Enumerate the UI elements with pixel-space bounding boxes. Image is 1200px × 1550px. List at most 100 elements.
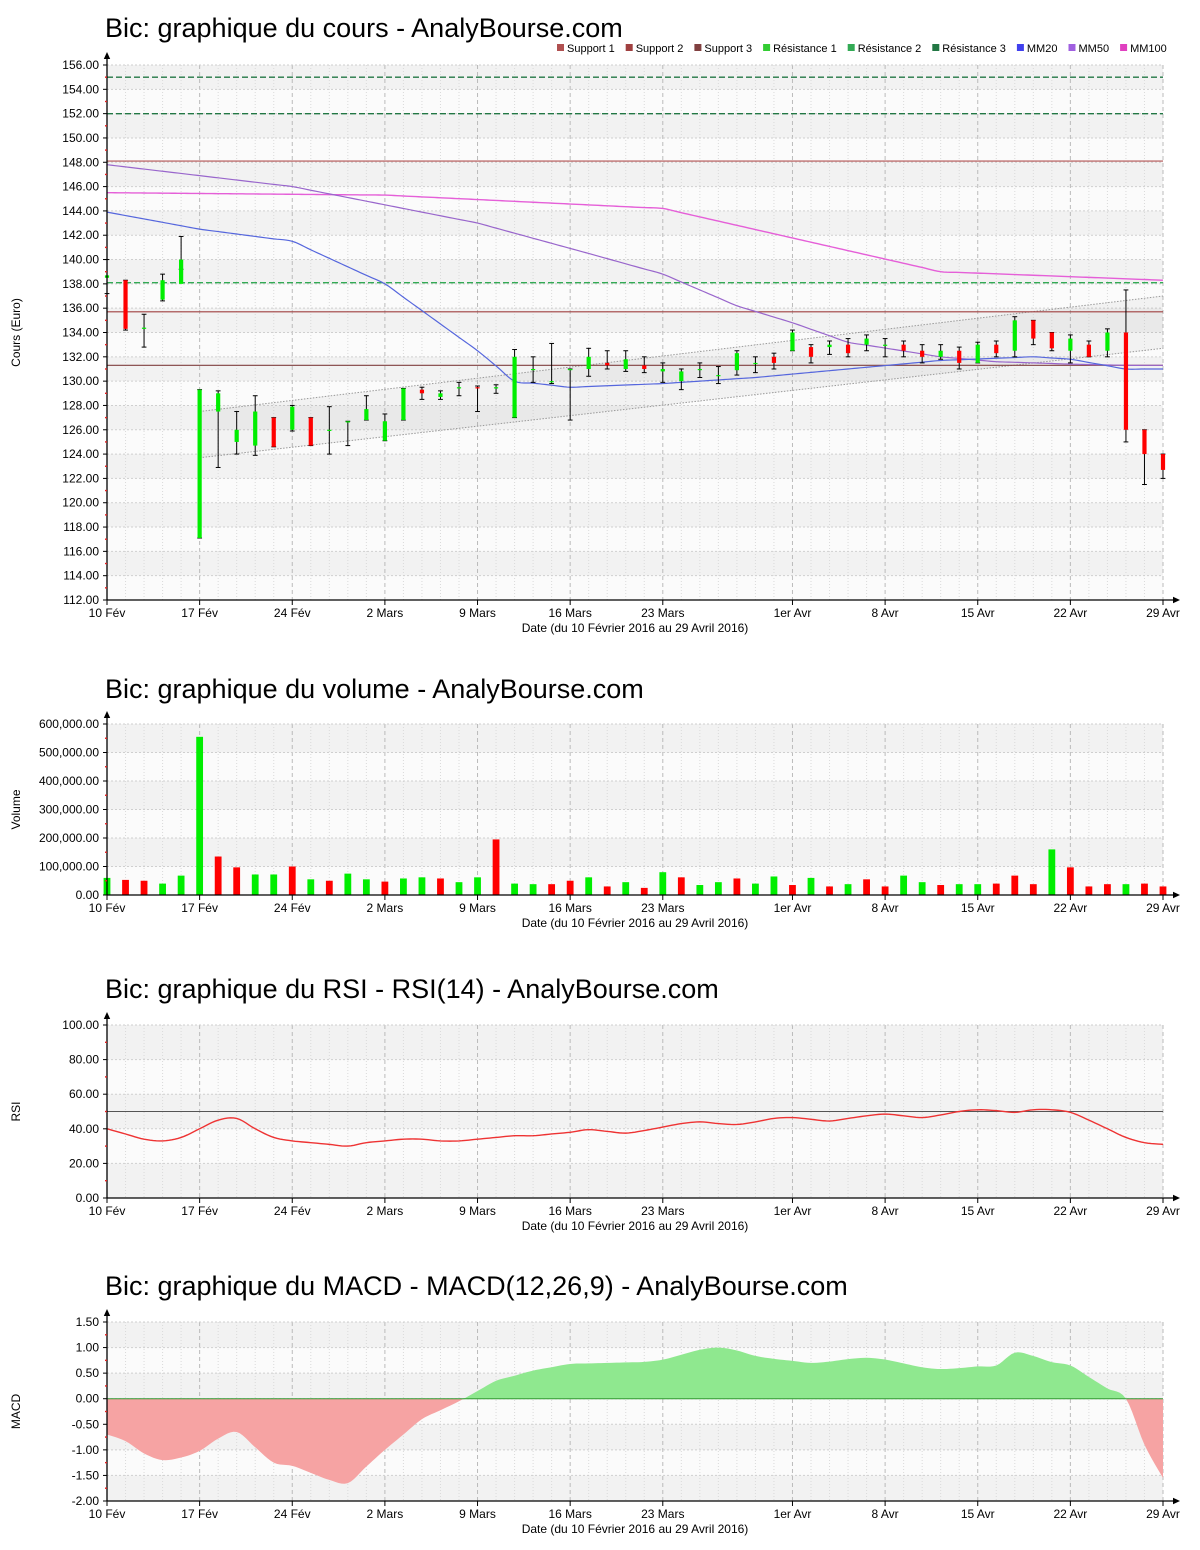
svg-text:10 Fév: 10 Fév	[89, 606, 126, 620]
svg-text:20.00: 20.00	[69, 1156, 99, 1170]
svg-text:Résistance 2: Résistance 2	[858, 43, 922, 55]
svg-text:24 Fév: 24 Fév	[274, 1204, 311, 1218]
svg-text:1er Avr: 1er Avr	[774, 1507, 812, 1521]
svg-text:100.00: 100.00	[62, 1018, 99, 1032]
svg-text:9 Mars: 9 Mars	[459, 901, 496, 915]
svg-text:9 Mars: 9 Mars	[459, 1204, 496, 1218]
svg-text:122.00: 122.00	[62, 471, 99, 485]
svg-text:142.00: 142.00	[62, 228, 99, 242]
svg-text:MM50: MM50	[1079, 43, 1110, 55]
svg-text:Support 2: Support 2	[636, 43, 684, 55]
svg-text:23 Mars: 23 Mars	[641, 1204, 684, 1218]
svg-text:154.00: 154.00	[62, 82, 99, 96]
svg-text:24 Fév: 24 Fév	[274, 606, 311, 620]
svg-text:Support 3: Support 3	[704, 43, 752, 55]
svg-text:200,000.00: 200,000.00	[39, 831, 99, 845]
svg-text:17 Fév: 17 Fév	[181, 1204, 218, 1218]
svg-text:2 Mars: 2 Mars	[367, 1204, 404, 1218]
svg-text:100,000.00: 100,000.00	[39, 860, 99, 874]
svg-text:136.00: 136.00	[62, 301, 99, 315]
svg-text:22 Avr: 22 Avr	[1053, 901, 1087, 915]
svg-text:-1.00: -1.00	[72, 1443, 100, 1457]
svg-text:24 Fév: 24 Fév	[274, 901, 311, 915]
svg-text:-0.50: -0.50	[72, 1417, 100, 1431]
svg-text:10 Fév: 10 Fév	[89, 1204, 126, 1218]
svg-text:128.00: 128.00	[62, 398, 99, 412]
svg-text:146.00: 146.00	[62, 180, 99, 194]
svg-text:22 Avr: 22 Avr	[1053, 1204, 1087, 1218]
svg-text:-2.00: -2.00	[72, 1494, 100, 1508]
svg-text:Bic: graphique du RSI - RSI(14: Bic: graphique du RSI - RSI(14) - AnalyB…	[105, 974, 719, 1004]
svg-text:114.00: 114.00	[63, 569, 99, 583]
svg-text:17 Fév: 17 Fév	[181, 901, 218, 915]
svg-text:-1.50: -1.50	[72, 1468, 100, 1482]
svg-text:23 Mars: 23 Mars	[641, 1507, 684, 1521]
svg-text:29 Avr: 29 Avr	[1146, 1507, 1180, 1521]
svg-text:RSI: RSI	[9, 1101, 23, 1121]
svg-text:80.00: 80.00	[69, 1053, 99, 1067]
svg-text:Résistance 1: Résistance 1	[773, 43, 837, 55]
svg-text:118.00: 118.00	[63, 520, 99, 534]
svg-text:10 Fév: 10 Fév	[89, 901, 126, 915]
svg-text:23 Mars: 23 Mars	[641, 606, 684, 620]
svg-text:MACD: MACD	[9, 1394, 23, 1430]
svg-text:22 Avr: 22 Avr	[1053, 1507, 1087, 1521]
svg-text:9 Mars: 9 Mars	[459, 1507, 496, 1521]
svg-text:1er Avr: 1er Avr	[774, 901, 812, 915]
svg-text:Date (du 10 Février 2016 au 29: Date (du 10 Février 2016 au 29 Avril 201…	[522, 621, 749, 635]
svg-text:Cours (Euro): Cours (Euro)	[9, 298, 23, 367]
svg-text:138.00: 138.00	[62, 277, 99, 291]
svg-text:Bic: graphique du volume - Ana: Bic: graphique du volume - AnalyBourse.c…	[105, 674, 644, 704]
svg-text:148.00: 148.00	[62, 155, 99, 169]
svg-text:1.00: 1.00	[76, 1341, 100, 1355]
svg-text:16 Mars: 16 Mars	[548, 1507, 591, 1521]
svg-text:152.00: 152.00	[62, 107, 99, 121]
svg-text:17 Fév: 17 Fév	[181, 1507, 218, 1521]
svg-text:500,000.00: 500,000.00	[39, 746, 99, 760]
svg-text:29 Avr: 29 Avr	[1146, 901, 1180, 915]
svg-text:1.50: 1.50	[76, 1315, 100, 1329]
svg-text:60.00: 60.00	[69, 1087, 99, 1101]
svg-text:8 Avr: 8 Avr	[872, 901, 899, 915]
svg-text:MM100: MM100	[1130, 43, 1167, 55]
svg-text:10 Fév: 10 Fév	[89, 1507, 126, 1521]
svg-text:23 Mars: 23 Mars	[641, 901, 684, 915]
svg-text:124.00: 124.00	[62, 447, 99, 461]
svg-text:15 Avr: 15 Avr	[961, 901, 995, 915]
svg-text:Date (du 10 Février 2016 au 29: Date (du 10 Février 2016 au 29 Avril 201…	[522, 1522, 749, 1536]
svg-text:156.00: 156.00	[62, 58, 99, 72]
svg-text:0.50: 0.50	[76, 1366, 100, 1380]
svg-text:112.00: 112.00	[63, 593, 99, 607]
svg-text:15 Avr: 15 Avr	[961, 606, 995, 620]
svg-text:2 Mars: 2 Mars	[367, 901, 404, 915]
svg-text:16 Mars: 16 Mars	[548, 606, 591, 620]
svg-text:40.00: 40.00	[69, 1122, 99, 1136]
svg-text:0.00: 0.00	[76, 1392, 100, 1406]
svg-text:9 Mars: 9 Mars	[459, 606, 496, 620]
svg-text:Support 1: Support 1	[567, 43, 615, 55]
svg-text:2 Mars: 2 Mars	[367, 1507, 404, 1521]
svg-text:130.00: 130.00	[62, 374, 99, 388]
svg-text:2 Mars: 2 Mars	[367, 606, 404, 620]
svg-text:29 Avr: 29 Avr	[1146, 606, 1180, 620]
svg-text:Bic: graphique du MACD - MACD(: Bic: graphique du MACD - MACD(12,26,9) -…	[105, 1271, 848, 1301]
svg-text:22 Avr: 22 Avr	[1053, 606, 1087, 620]
svg-text:0.00: 0.00	[76, 1191, 100, 1205]
svg-text:144.00: 144.00	[62, 204, 99, 218]
svg-text:150.00: 150.00	[62, 131, 99, 145]
svg-text:126.00: 126.00	[62, 423, 99, 437]
svg-text:132.00: 132.00	[62, 350, 99, 364]
svg-text:17 Fév: 17 Fév	[181, 606, 218, 620]
svg-text:140.00: 140.00	[62, 253, 99, 267]
svg-text:15 Avr: 15 Avr	[961, 1507, 995, 1521]
svg-text:120.00: 120.00	[62, 496, 99, 510]
svg-text:134.00: 134.00	[62, 326, 99, 340]
svg-text:Date (du 10 Février 2016 au 29: Date (du 10 Février 2016 au 29 Avril 201…	[522, 1219, 749, 1233]
svg-text:8 Avr: 8 Avr	[872, 1204, 899, 1218]
svg-text:116.00: 116.00	[63, 544, 99, 558]
svg-text:8 Avr: 8 Avr	[872, 606, 899, 620]
svg-text:Volume: Volume	[9, 789, 23, 829]
svg-text:0.00: 0.00	[76, 888, 100, 902]
svg-text:MM20: MM20	[1027, 43, 1058, 55]
svg-text:16 Mars: 16 Mars	[548, 901, 591, 915]
